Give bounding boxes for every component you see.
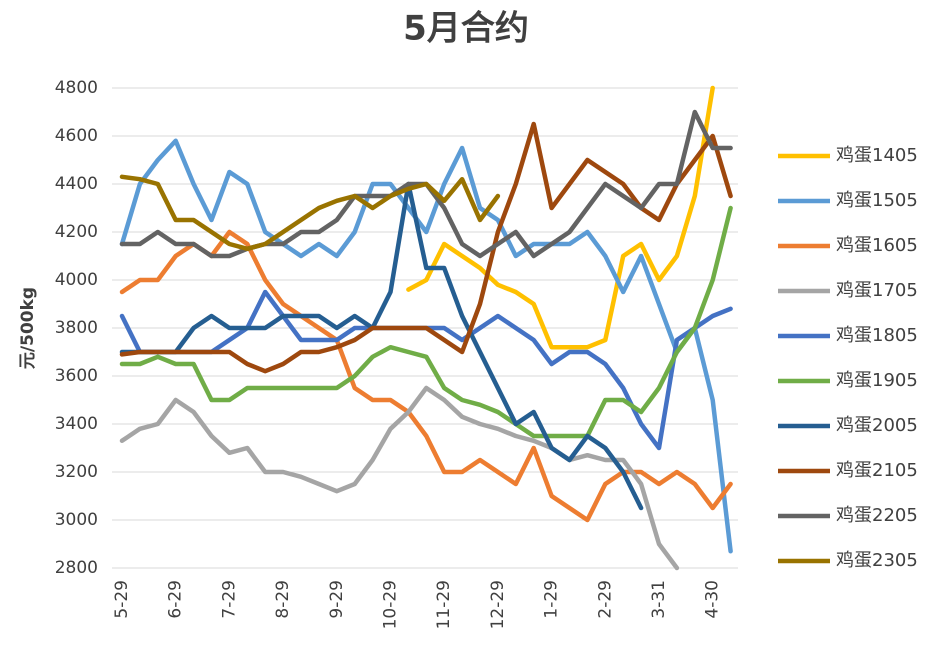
y-tick-label: 4200 bbox=[55, 222, 98, 242]
series-line bbox=[119, 205, 733, 439]
y-tick-label: 4600 bbox=[55, 126, 98, 146]
x-tick-label: 10-29 bbox=[381, 580, 401, 629]
legend-label: 鸡蛋1705 bbox=[836, 280, 918, 301]
y-tick-label: 3000 bbox=[55, 510, 98, 530]
y-axis-label: 元/500kg bbox=[18, 287, 38, 369]
y-tick-label: 3800 bbox=[55, 318, 98, 338]
y-tick-label: 2800 bbox=[55, 558, 98, 578]
y-tick-label: 3600 bbox=[55, 366, 98, 386]
x-tick-label: 11-29 bbox=[434, 580, 454, 629]
x-tick-label: 3-31 bbox=[649, 580, 669, 619]
x-tick-label: 1-29 bbox=[542, 580, 562, 619]
series-line bbox=[119, 385, 680, 571]
legend-label: 鸡蛋1805 bbox=[836, 325, 918, 346]
x-tick-label: 9-29 bbox=[327, 580, 347, 619]
legend-label: 鸡蛋1405 bbox=[836, 145, 918, 166]
y-tick-label: 4800 bbox=[55, 78, 98, 98]
legend-label: 鸡蛋1505 bbox=[836, 190, 918, 211]
y-tick-label: 3200 bbox=[55, 462, 98, 482]
y-tick-label: 4400 bbox=[55, 174, 98, 194]
chart-title: 5月合约 bbox=[403, 9, 529, 49]
x-tick-label: 8-29 bbox=[273, 580, 293, 619]
legend-label: 鸡蛋2105 bbox=[836, 460, 918, 481]
y-tick-label: 3400 bbox=[55, 414, 98, 434]
x-tick-label: 12-29 bbox=[488, 580, 508, 629]
legend-label: 鸡蛋2005 bbox=[836, 415, 918, 436]
x-tick-label: 5-29 bbox=[112, 580, 132, 619]
legend-label: 鸡蛋1605 bbox=[836, 235, 918, 256]
x-tick-label: 6-29 bbox=[166, 580, 186, 619]
series-line bbox=[119, 181, 644, 511]
legend-label: 鸡蛋2305 bbox=[836, 550, 918, 571]
x-tick-label: 2-29 bbox=[595, 580, 615, 619]
x-tick-label: 4-30 bbox=[703, 580, 723, 619]
series-line bbox=[406, 85, 715, 350]
y-tick-label: 4000 bbox=[55, 270, 98, 290]
x-tick-label: 7-29 bbox=[219, 580, 239, 619]
legend-label: 鸡蛋1905 bbox=[836, 370, 918, 391]
legend-label: 鸡蛋2205 bbox=[836, 505, 918, 526]
series-line bbox=[119, 121, 733, 374]
series-line bbox=[119, 138, 733, 554]
series-line bbox=[119, 174, 501, 252]
